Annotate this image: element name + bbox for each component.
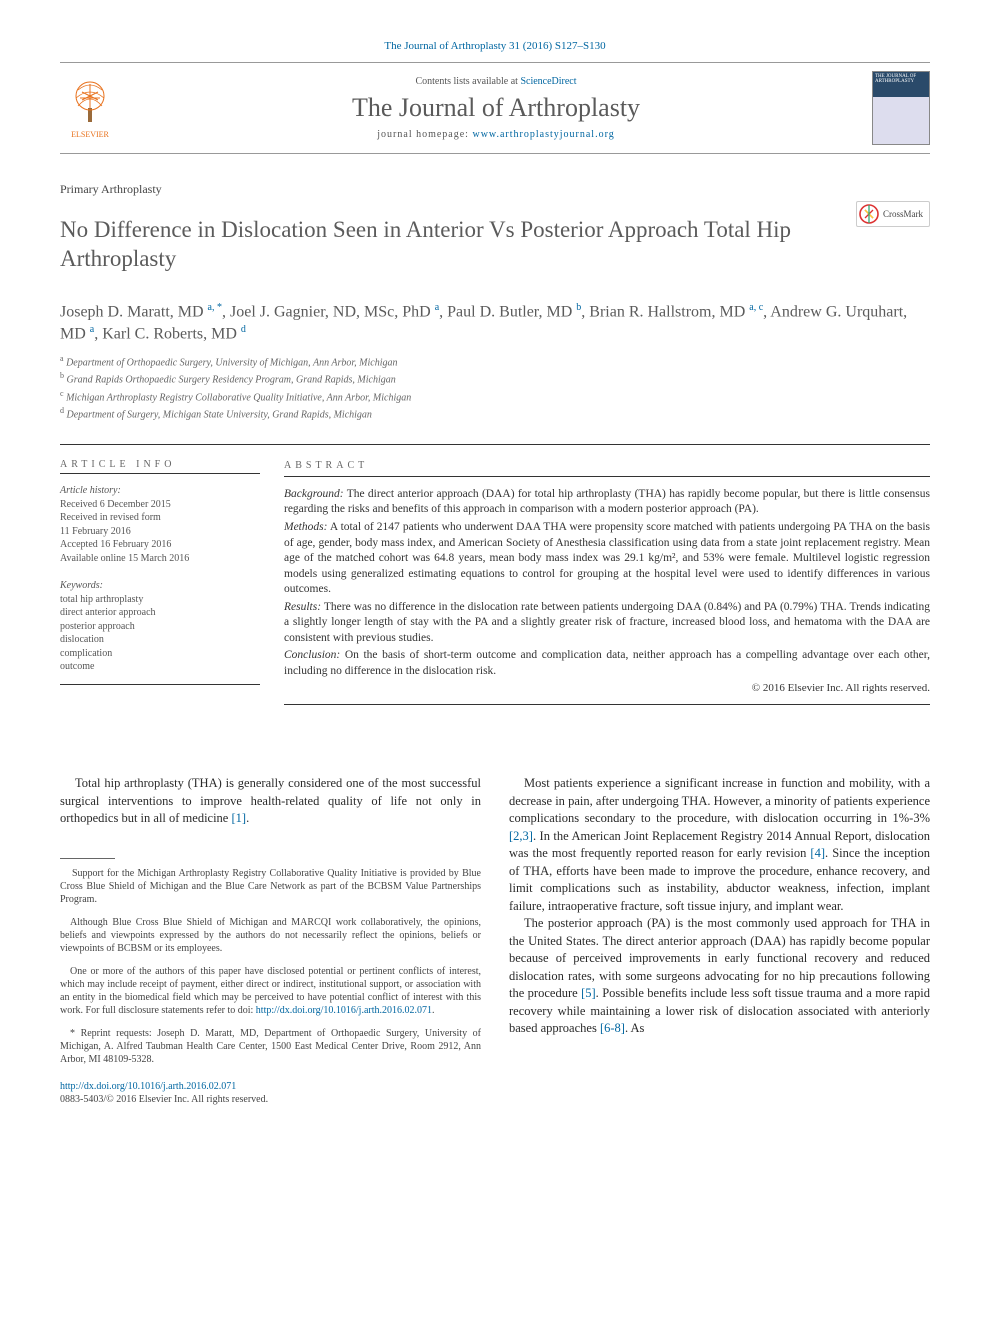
footnote-separator xyxy=(60,858,115,859)
authors-list: Joseph D. Maratt, MD a, *, Joel J. Gagni… xyxy=(60,301,930,345)
crossmark-label: CrossMark xyxy=(883,209,923,219)
abstract-label: abstract xyxy=(284,459,930,477)
ref-link[interactable]: [5] xyxy=(581,986,596,1000)
abstract-para: Conclusion: On the basis of short-term o… xyxy=(284,648,930,679)
sciencedirect-link[interactable]: ScienceDirect xyxy=(520,76,576,87)
abstract-para: Results: There was no difference in the … xyxy=(284,600,930,647)
crossmark-badge[interactable]: CrossMark xyxy=(856,201,930,227)
article-title: No Difference in Dislocation Seen in Ant… xyxy=(60,216,828,274)
ref-link[interactable]: [1] xyxy=(231,811,246,825)
ref-link[interactable]: [4] xyxy=(810,846,825,860)
publisher-logo[interactable]: ELSEVIER xyxy=(60,78,120,139)
keywords: Keywords: total hip arthroplastydirect a… xyxy=(60,579,260,685)
footnote: Although Blue Cross Blue Shield of Michi… xyxy=(60,916,481,955)
top-citation: The Journal of Arthroplasty 31 (2016) S1… xyxy=(60,40,930,52)
abstract-copyright: © 2016 Elsevier Inc. All rights reserved… xyxy=(284,681,930,705)
journal-cover-thumb: THE JOURNAL OF ARTHROPLASTY xyxy=(872,71,930,145)
info-abstract-row: article info Article history: Received 6… xyxy=(60,444,930,705)
masthead-center: Contents lists available at ScienceDirec… xyxy=(120,76,872,140)
journal-name: The Journal of Arthroplasty xyxy=(120,93,872,123)
ref-link[interactable]: [6-8] xyxy=(600,1021,625,1035)
footnote: Support for the Michigan Arthroplasty Re… xyxy=(60,867,481,906)
article-history: Article history: Received 6 December 201… xyxy=(60,484,260,565)
body-para: The posterior approach (PA) is the most … xyxy=(509,915,930,1038)
ref-link[interactable]: [2,3] xyxy=(509,829,533,843)
body-para: Total hip arthroplasty (THA) is generall… xyxy=(60,775,481,828)
article-info-column: article info Article history: Received 6… xyxy=(60,445,284,705)
elsevier-tree-icon xyxy=(66,78,114,126)
history-label: Article history: xyxy=(60,485,121,496)
body-columns: Total hip arthroplasty (THA) is generall… xyxy=(60,775,930,1106)
abstract-para: Methods: A total of 2147 patients who un… xyxy=(284,520,930,598)
footnote: * Reprint requests: Joseph D. Maratt, MD… xyxy=(60,1027,481,1066)
issn-copyright: 0883-5403/© 2016 Elsevier Inc. All right… xyxy=(60,1094,268,1105)
article-info-label: article info xyxy=(60,459,260,474)
body-right-column: Most patients experience a significant i… xyxy=(509,775,930,1106)
keywords-label: Keywords: xyxy=(60,580,103,591)
page-root: The Journal of Arthroplasty 31 (2016) S1… xyxy=(0,0,990,1146)
footnote: One or more of the authors of this paper… xyxy=(60,965,481,1017)
masthead: ELSEVIER Contents lists available at Sci… xyxy=(60,62,930,154)
contents-pre: Contents lists available at xyxy=(415,76,520,87)
journal-homepage-link[interactable]: www.arthroplastyjournal.org xyxy=(472,129,614,140)
body-left-column: Total hip arthroplasty (THA) is generall… xyxy=(60,775,481,1106)
crossmark-icon xyxy=(859,204,879,224)
homepage-line: journal homepage: www.arthroplastyjourna… xyxy=(120,129,872,140)
footnote-doi-link[interactable]: http://dx.doi.org/10.1016/j.arth.2016.02… xyxy=(256,1005,432,1016)
publisher-name: ELSEVIER xyxy=(60,130,120,139)
title-row: No Difference in Dislocation Seen in Ant… xyxy=(60,201,930,289)
homepage-pre: journal homepage: xyxy=(377,129,472,140)
footnotes: Support for the Michigan Arthroplasty Re… xyxy=(60,867,481,1066)
affiliations: a Department of Orthopaedic Surgery, Uni… xyxy=(60,353,930,422)
abstract-para: Background: The direct anterior approach… xyxy=(284,487,930,518)
doi-link[interactable]: http://dx.doi.org/10.1016/j.arth.2016.02… xyxy=(60,1081,236,1092)
article-type: Primary Arthroplasty xyxy=(60,182,930,197)
body-para: Most patients experience a significant i… xyxy=(509,775,930,915)
abstract-column: abstract Background: The direct anterior… xyxy=(284,445,930,705)
doi-block: http://dx.doi.org/10.1016/j.arth.2016.02… xyxy=(60,1080,481,1106)
contents-line: Contents lists available at ScienceDirec… xyxy=(120,76,872,87)
